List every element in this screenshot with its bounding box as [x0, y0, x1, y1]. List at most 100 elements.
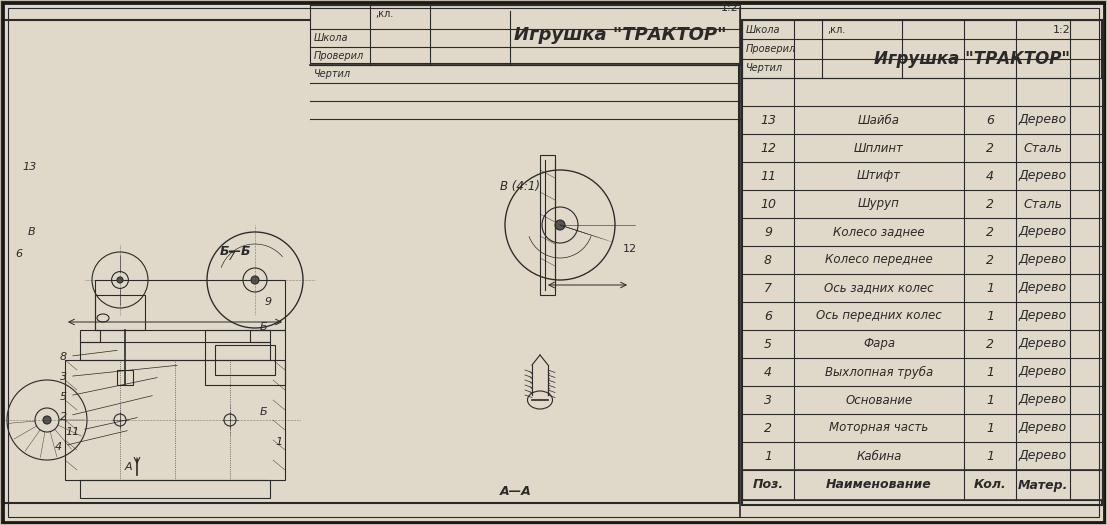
Text: 6: 6 — [764, 310, 772, 322]
Text: ,кл.: ,кл. — [375, 9, 393, 19]
Text: Колесо переднее: Колесо переднее — [825, 254, 933, 267]
Text: Б: Б — [260, 407, 268, 417]
Bar — [742, 414, 1101, 442]
Bar — [742, 442, 1101, 470]
Text: А—А: А—А — [500, 485, 531, 498]
Text: 8: 8 — [764, 254, 772, 267]
Text: 3: 3 — [60, 365, 177, 382]
Text: Дерево: Дерево — [1018, 310, 1067, 322]
Text: 1:2: 1:2 — [721, 3, 738, 13]
Text: Основание: Основание — [846, 394, 912, 406]
Bar — [2, 20, 739, 503]
Text: Сталь: Сталь — [1024, 197, 1063, 211]
Text: 11: 11 — [65, 417, 137, 437]
Text: 3: 3 — [764, 394, 772, 406]
Text: 5: 5 — [60, 377, 157, 402]
Text: Дерево: Дерево — [1018, 254, 1067, 267]
Bar — [80, 480, 270, 498]
Text: 1: 1 — [275, 437, 282, 447]
Bar — [742, 190, 1101, 218]
Text: ,кл.: ,кл. — [827, 25, 846, 35]
Bar — [742, 386, 1101, 414]
Text: 10: 10 — [761, 197, 776, 211]
Text: Проверил: Проверил — [314, 51, 364, 61]
Text: Дерево: Дерево — [1018, 170, 1067, 183]
Text: Наименование: Наименование — [826, 478, 932, 491]
Text: Дерево: Дерево — [1018, 226, 1067, 238]
Text: Колесо заднее: Колесо заднее — [834, 226, 924, 238]
Text: Дерево: Дерево — [1018, 281, 1067, 295]
Text: 13: 13 — [22, 162, 37, 172]
Text: Дерево: Дерево — [1018, 422, 1067, 435]
Text: 8: 8 — [60, 350, 117, 362]
Bar — [742, 330, 1101, 358]
Bar — [742, 134, 1101, 162]
Text: 2: 2 — [764, 422, 772, 435]
Text: Шплинт: Шплинт — [855, 142, 904, 154]
Text: Игрушка "ТРАКТОР": Игрушка "ТРАКТОР" — [875, 50, 1070, 68]
Text: 9: 9 — [265, 297, 272, 307]
Text: Моторная часть: Моторная часть — [829, 422, 929, 435]
Bar — [95, 280, 284, 330]
Bar — [742, 470, 1101, 500]
Text: 7: 7 — [228, 252, 235, 262]
Bar — [205, 330, 284, 385]
Text: 1: 1 — [986, 449, 994, 463]
Text: 13: 13 — [761, 113, 776, 127]
Bar — [742, 20, 1101, 505]
Text: Проверил: Проверил — [746, 44, 796, 54]
Text: 9: 9 — [764, 226, 772, 238]
Text: Дерево: Дерево — [1018, 113, 1067, 127]
Text: 2: 2 — [986, 254, 994, 267]
Text: Сталь: Сталь — [1024, 142, 1063, 154]
Text: 2: 2 — [60, 396, 153, 422]
Bar — [310, 5, 739, 63]
Text: 1: 1 — [986, 365, 994, 379]
Text: В (4:1): В (4:1) — [500, 180, 540, 193]
Text: 2: 2 — [986, 338, 994, 351]
Text: Кабина: Кабина — [857, 449, 902, 463]
Text: 1: 1 — [986, 281, 994, 295]
Text: 11: 11 — [761, 170, 776, 183]
Bar — [742, 78, 1101, 106]
Bar — [742, 106, 1101, 134]
Text: 6: 6 — [986, 113, 994, 127]
Text: 1: 1 — [986, 394, 994, 406]
Text: Ось задних колес: Ось задних колес — [825, 281, 934, 295]
Text: А: А — [125, 462, 133, 472]
Text: Шуруп: Шуруп — [858, 197, 900, 211]
Text: 5: 5 — [764, 338, 772, 351]
Text: Игрушка "ТРАКТОР": Игрушка "ТРАКТОР" — [514, 26, 726, 44]
Text: 4: 4 — [986, 170, 994, 183]
Bar — [80, 330, 100, 342]
Text: 12: 12 — [623, 245, 638, 255]
Bar — [117, 370, 133, 385]
Bar — [215, 345, 275, 375]
Text: Кол.: Кол. — [974, 478, 1006, 491]
Bar — [95, 295, 145, 330]
Text: 2: 2 — [986, 142, 994, 154]
Text: 1:2: 1:2 — [1053, 25, 1070, 35]
Text: Дерево: Дерево — [1018, 338, 1067, 351]
Text: Матер.: Матер. — [1017, 478, 1068, 491]
Text: Штифт: Штифт — [857, 170, 901, 183]
Text: Выхлопная труба: Выхлопная труба — [825, 365, 933, 379]
Text: Дерево: Дерево — [1018, 449, 1067, 463]
Bar — [742, 218, 1101, 246]
Text: Дерево: Дерево — [1018, 394, 1067, 406]
Circle shape — [43, 416, 51, 424]
Bar — [65, 360, 284, 480]
Bar — [742, 246, 1101, 274]
Text: 12: 12 — [761, 142, 776, 154]
Text: Фара: Фара — [863, 338, 896, 351]
Text: Чертил: Чертил — [746, 64, 783, 74]
Text: Школа: Школа — [746, 25, 780, 35]
Bar — [540, 155, 555, 295]
Text: 4: 4 — [764, 365, 772, 379]
Text: Школа: Школа — [314, 33, 349, 43]
Text: Б: Б — [260, 322, 268, 332]
Bar — [742, 162, 1101, 190]
Circle shape — [117, 277, 123, 283]
Bar — [742, 358, 1101, 386]
Circle shape — [251, 276, 259, 284]
